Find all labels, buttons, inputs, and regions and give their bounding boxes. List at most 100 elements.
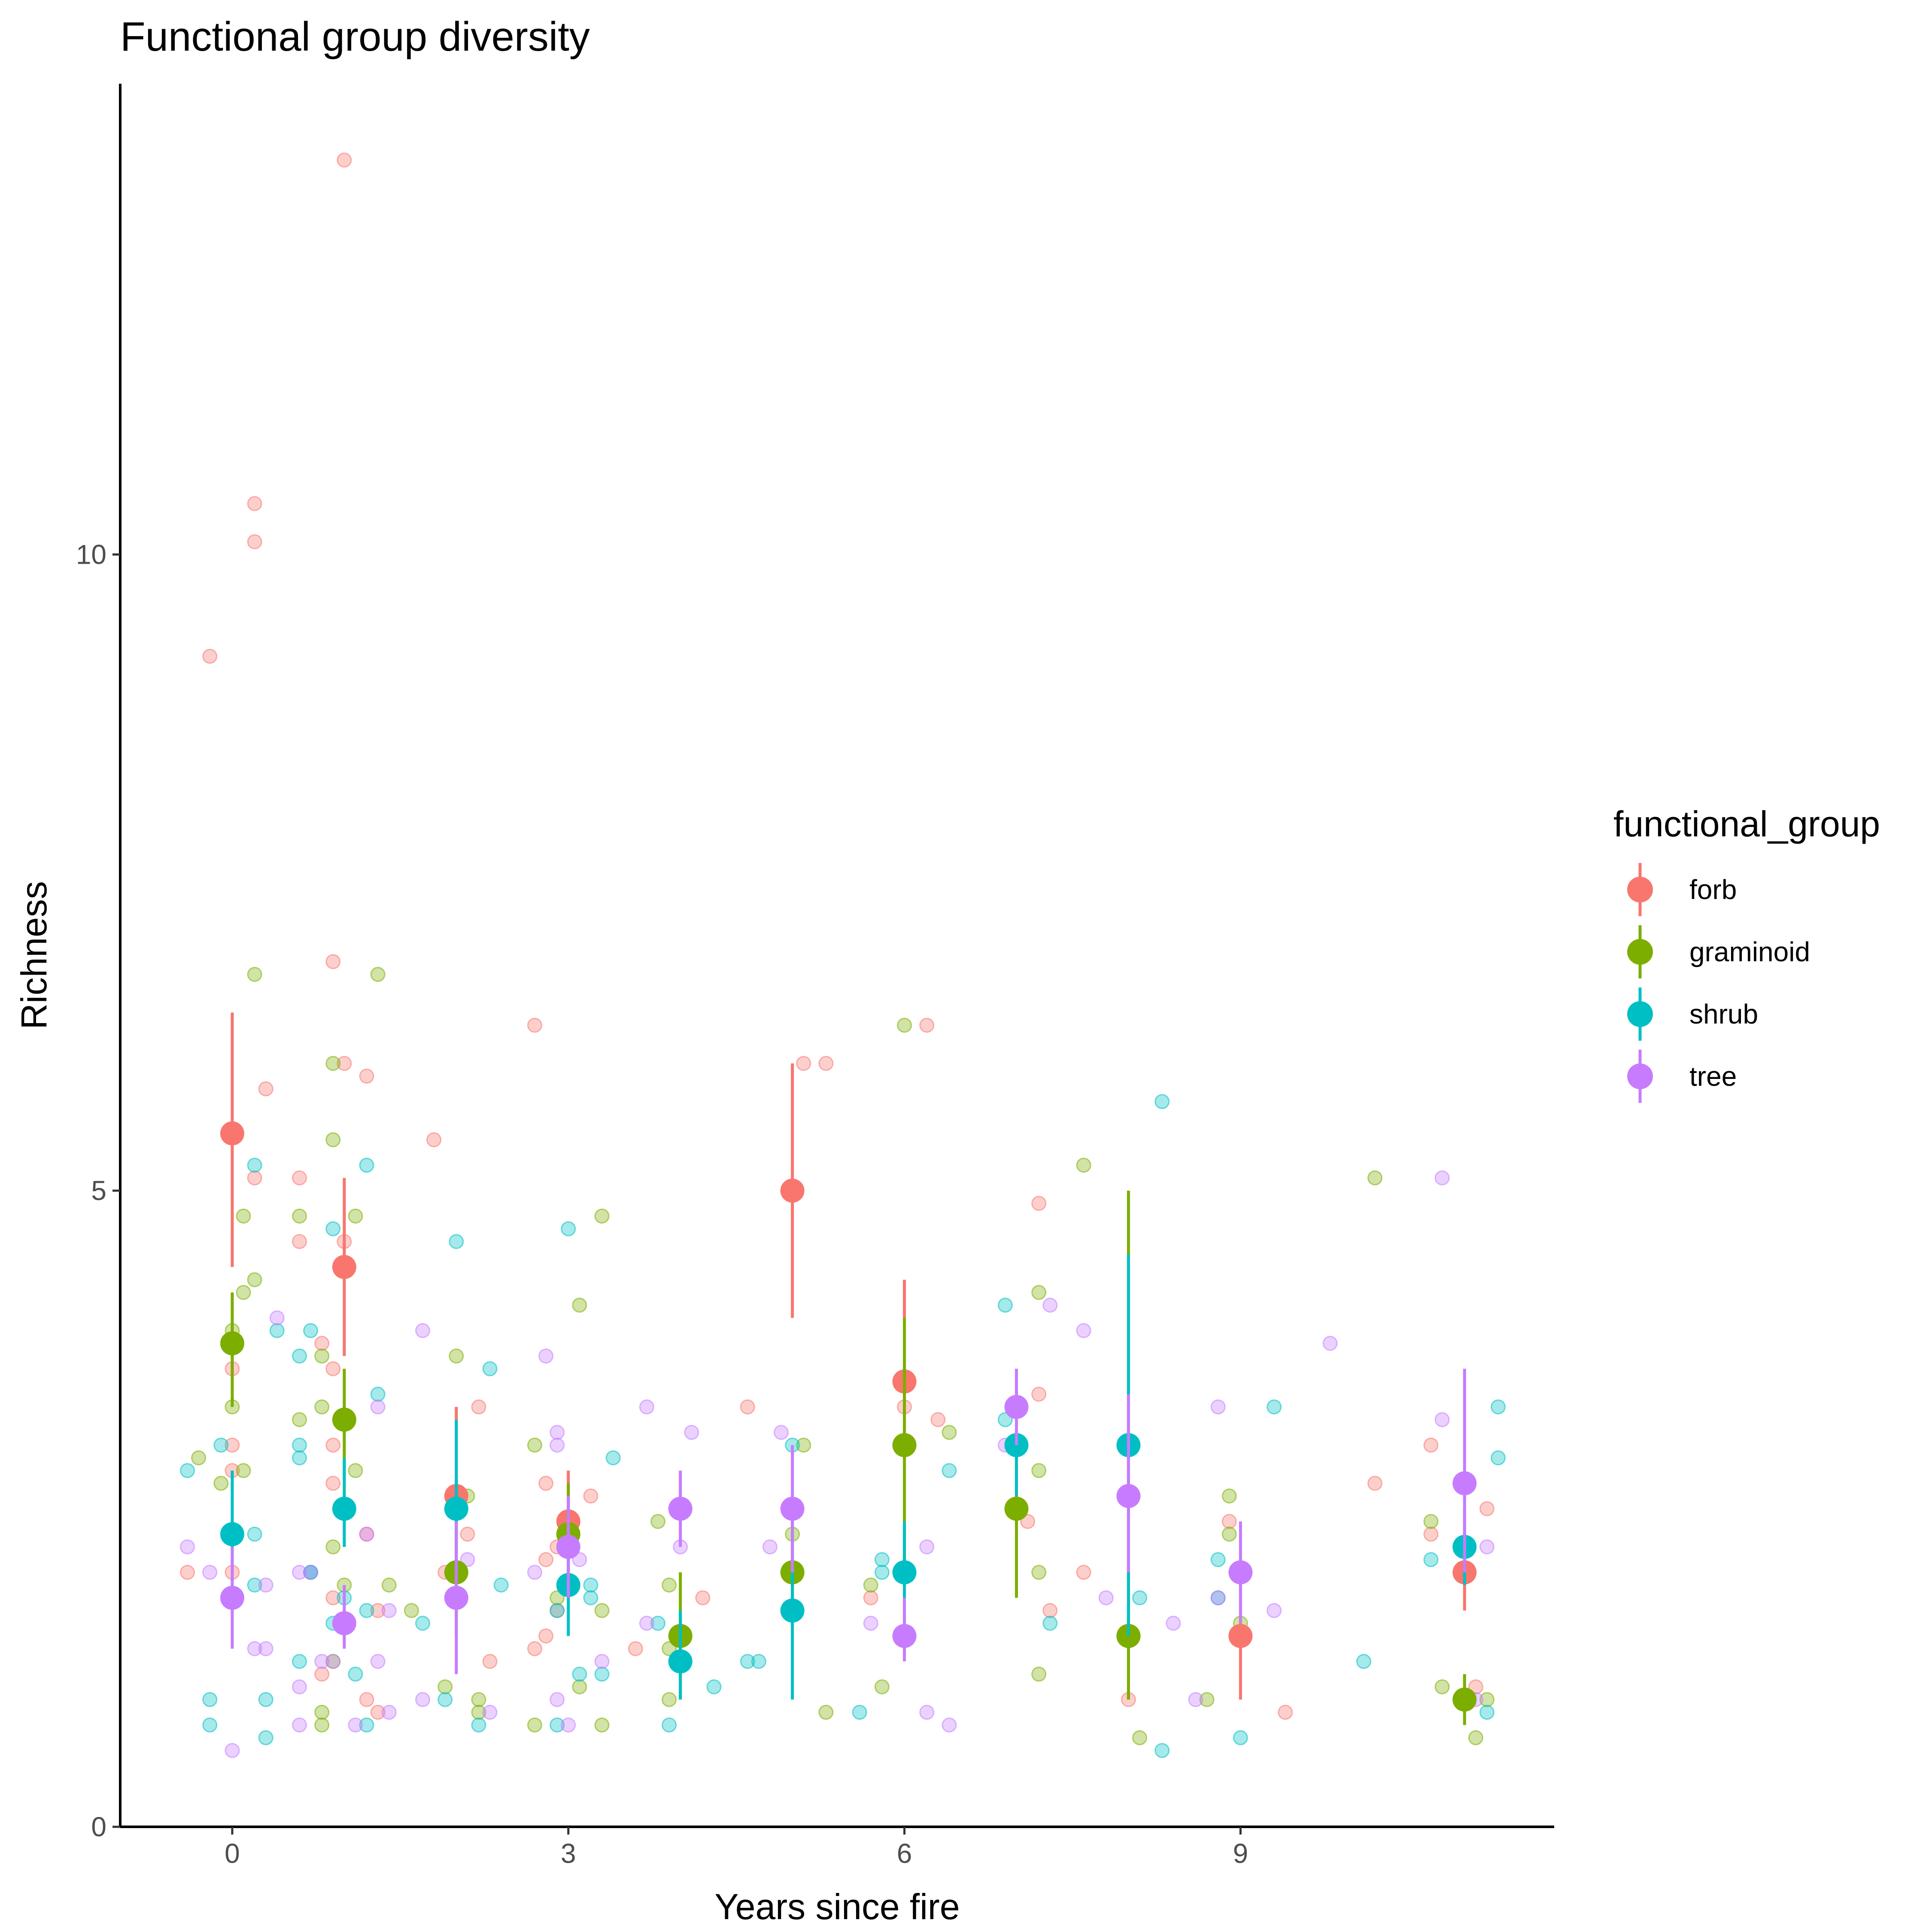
raw-point-shrub: [1042, 1616, 1058, 1631]
raw-point-shrub: [997, 1297, 1013, 1313]
y-axis-title: Richness: [14, 881, 54, 1029]
raw-point-tree: [258, 1577, 273, 1593]
raw-point-tree: [774, 1425, 789, 1440]
raw-point-tree: [1210, 1590, 1226, 1606]
raw-point-forb: [325, 1590, 341, 1606]
raw-point-graminoid: [471, 1704, 486, 1720]
raw-point-shrub: [359, 1157, 374, 1173]
raw-point-shrub: [269, 1323, 285, 1338]
raw-point-tree: [348, 1717, 363, 1733]
raw-point-shrub: [740, 1654, 755, 1669]
raw-point-tree: [303, 1564, 319, 1580]
raw-point-graminoid: [314, 1704, 330, 1720]
raw-point-shrub: [415, 1616, 431, 1631]
raw-point-graminoid: [1434, 1679, 1450, 1695]
raw-point-tree: [1188, 1692, 1203, 1707]
raw-point-graminoid: [662, 1577, 677, 1593]
x-tick-label: 0: [225, 1838, 240, 1869]
raw-point-tree: [527, 1564, 542, 1580]
raw-point-tree: [1076, 1323, 1091, 1338]
legend-label-forb: forb: [1689, 874, 1737, 905]
raw-point-graminoid: [527, 1717, 542, 1733]
raw-point-tree: [225, 1743, 240, 1758]
raw-point-forb: [740, 1399, 755, 1415]
raw-point-graminoid: [292, 1412, 307, 1428]
raw-point-tree: [639, 1399, 654, 1415]
mean-point-shrub: [892, 1560, 917, 1585]
x-ticks: 0 3 6 9: [225, 1827, 1248, 1869]
raw-point-shrub: [550, 1717, 565, 1733]
legend: functional_group forb graminoid shrub tree: [1613, 804, 1880, 1103]
mean-point-tree: [556, 1535, 580, 1559]
x-tick-label: 6: [897, 1838, 912, 1869]
raw-point-tree: [942, 1717, 957, 1733]
mean-point-shrub: [668, 1649, 693, 1674]
raw-point-graminoid: [1367, 1170, 1382, 1186]
raw-point-tree: [1166, 1616, 1181, 1631]
raw-point-forb: [628, 1641, 643, 1656]
raw-point-graminoid: [471, 1692, 486, 1707]
raw-point-forb: [1076, 1564, 1091, 1580]
raw-point-shrub: [1154, 1743, 1170, 1758]
raw-point-forb: [1423, 1437, 1439, 1453]
mean-point-tree: [668, 1497, 693, 1521]
raw-point-forb: [359, 1069, 374, 1084]
mean-point-forb: [780, 1179, 805, 1203]
raw-point-graminoid: [1031, 1666, 1047, 1682]
raw-point-tree: [381, 1704, 397, 1720]
mean-point-tree: [1228, 1560, 1253, 1585]
raw-point-forb: [247, 1170, 262, 1186]
raw-point-forb: [1468, 1679, 1483, 1695]
raw-point-forb: [1031, 1196, 1047, 1211]
chart-title: Functional group diversity: [120, 14, 590, 60]
raw-point-graminoid: [1468, 1730, 1483, 1746]
mean-point-graminoid: [1452, 1687, 1477, 1712]
raw-point-forb: [796, 1056, 811, 1071]
legend-label-shrub: shrub: [1689, 999, 1758, 1030]
raw-point-shrub: [1356, 1654, 1371, 1669]
raw-point-forb: [482, 1654, 498, 1669]
raw-point-tree: [550, 1437, 565, 1453]
mean-point-graminoid: [332, 1407, 356, 1432]
raw-point-graminoid: [325, 1539, 341, 1555]
raw-point-forb: [583, 1488, 598, 1504]
raw-point-graminoid: [325, 1056, 341, 1071]
raw-point-graminoid: [897, 1018, 912, 1033]
raw-point-shrub: [874, 1564, 890, 1580]
raw-point-tree: [292, 1679, 307, 1695]
raw-point-shrub: [471, 1717, 486, 1733]
raw-point-shrub: [572, 1666, 587, 1682]
raw-point-tree: [359, 1526, 374, 1542]
raw-point-tree: [370, 1654, 386, 1669]
raw-point-shrub: [1233, 1730, 1248, 1746]
raw-point-forb: [471, 1399, 486, 1415]
y-tick-label: 0: [91, 1811, 106, 1842]
raw-point-graminoid: [348, 1209, 363, 1224]
raw-point-graminoid: [650, 1514, 665, 1529]
x-tick-label: 9: [1233, 1838, 1249, 1869]
raw-point-tree: [370, 1399, 386, 1415]
raw-point-tree: [1042, 1297, 1058, 1313]
raw-point-graminoid: [325, 1132, 341, 1148]
legend-label-tree: tree: [1689, 1061, 1737, 1092]
y-tick-label: 5: [91, 1175, 106, 1206]
raw-point-shrub: [359, 1717, 374, 1733]
raw-point-forb: [538, 1628, 554, 1643]
legend-items: forb graminoid shrub tree: [1627, 863, 1810, 1103]
raw-point-graminoid: [1031, 1564, 1047, 1580]
mean-point-shrub: [444, 1497, 468, 1521]
raw-point-graminoid: [213, 1476, 229, 1491]
raw-point-forb: [527, 1018, 542, 1033]
raw-point-tree: [202, 1564, 218, 1580]
raw-point-tree: [1434, 1412, 1450, 1428]
raw-point-shrub: [482, 1361, 498, 1376]
raw-point-shrub: [449, 1234, 464, 1249]
raw-point-shrub: [1491, 1399, 1506, 1415]
raw-point-shrub: [202, 1717, 218, 1733]
raw-point-shrub: [706, 1679, 722, 1695]
raw-point-shrub: [1479, 1704, 1495, 1720]
raw-point-tree: [1322, 1336, 1338, 1351]
raw-point-tree: [482, 1704, 498, 1720]
raw-point-tree: [639, 1616, 654, 1631]
